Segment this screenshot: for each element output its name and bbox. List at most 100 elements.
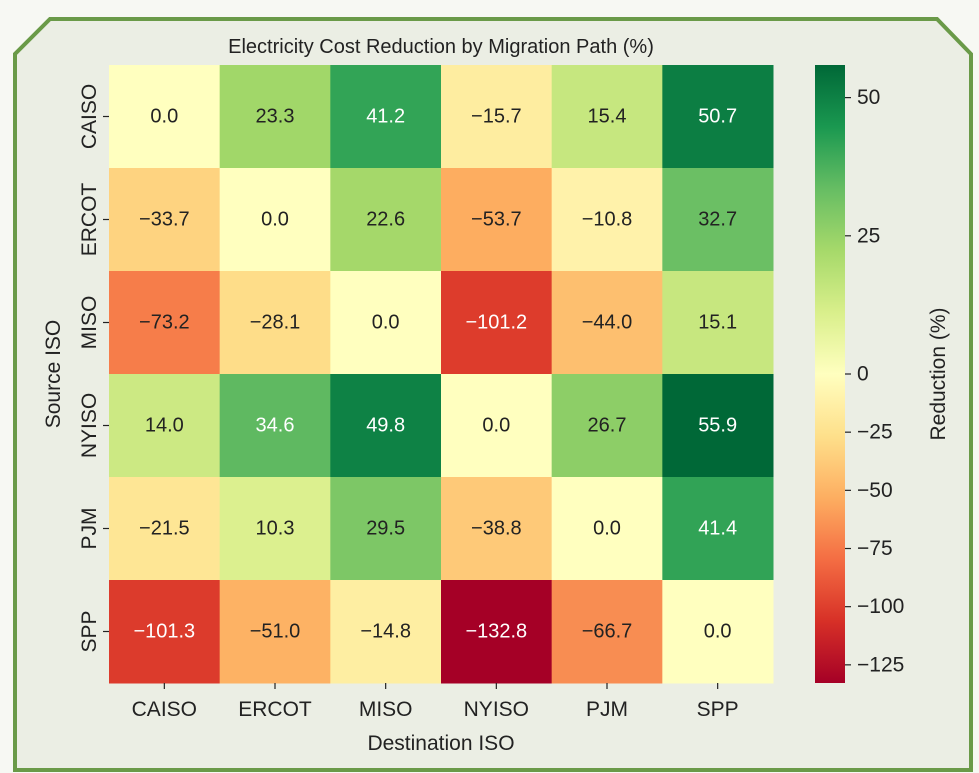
heatmap-cell-rect — [441, 477, 553, 581]
heatmap-cell-rect — [662, 477, 774, 581]
heatmap-cell-rect — [330, 271, 442, 375]
heatmap-cell: 32.7 — [662, 168, 774, 272]
heatmap-cells: 0.0 23.3 41.2 −15.7 15.4 50.7 −33.7 0.0 22.6 −53.… — [109, 65, 774, 684]
x-axis-title: Destination ISO — [367, 732, 514, 755]
heatmap-cell: −66.7 — [551, 580, 663, 684]
cell-value-label: 50.7 — [698, 106, 737, 128]
cell-value-label: 15.4 — [588, 106, 627, 128]
heatmap-cell: 10.3 — [219, 477, 331, 581]
heatmap-cell-rect — [662, 65, 774, 169]
heatmap-cell-rect — [219, 580, 331, 684]
heatmap-cell-rect — [662, 271, 774, 375]
heatmap-cell: 14.0 — [109, 374, 221, 478]
heatmap-cell: −101.3 — [109, 580, 221, 684]
cell-value-label: −53.7 — [471, 209, 522, 231]
heatmap-cell: 15.4 — [551, 65, 663, 169]
heatmap-cell: −44.0 — [551, 271, 663, 375]
heatmap-cell: −33.7 — [109, 168, 221, 272]
cell-value-label: 0.0 — [261, 209, 289, 231]
heatmap-cell: 55.9 — [662, 374, 774, 478]
heatmap-cell-rect — [219, 65, 331, 169]
heatmap-cell: 50.7 — [662, 65, 774, 169]
heatmap-cell-rect — [330, 374, 442, 478]
colorbar — [815, 65, 845, 683]
heatmap-cell: 49.8 — [330, 374, 442, 478]
heatmap-cell-rect — [109, 374, 221, 478]
x-tick-label: SPP — [697, 698, 739, 721]
heatmap-cell-rect — [662, 168, 774, 272]
heatmap-cell: −73.2 — [109, 271, 221, 375]
heatmap-cell: 41.2 — [330, 65, 442, 169]
cell-value-label: 55.9 — [698, 415, 737, 437]
x-tick-label: ERCOT — [238, 698, 312, 721]
heatmap-cell-rect — [662, 374, 774, 478]
cell-value-label: −21.5 — [139, 518, 190, 540]
cell-value-label: −101.2 — [465, 312, 527, 334]
heatmap-cell-rect — [109, 168, 221, 272]
colorbar-tick-label: −25 — [857, 421, 893, 444]
cell-value-label: 0.0 — [372, 312, 400, 334]
cell-value-label: 0.0 — [482, 415, 510, 437]
cell-value-label: 29.5 — [366, 518, 405, 540]
heatmap-cell-rect — [441, 580, 553, 684]
cell-value-label: 0.0 — [150, 106, 178, 128]
heatmap-cell: −14.8 — [330, 580, 442, 684]
y-tick-label: PJM — [78, 508, 101, 550]
cell-value-label: −14.8 — [360, 621, 411, 643]
chart-title: Electricity Cost Reduction by Migration … — [228, 36, 654, 58]
colorbar-tick-label: −125 — [857, 653, 904, 676]
heatmap-cell-rect — [109, 271, 221, 375]
cell-value-label: −33.7 — [139, 209, 190, 231]
heatmap-cell: −10.8 — [551, 168, 663, 272]
heatmap-cell: 0.0 — [551, 477, 663, 581]
heatmap-cell: −132.8 — [441, 580, 553, 684]
heatmap-cell-rect — [551, 580, 663, 684]
heatmap-cell-rect — [219, 271, 331, 375]
x-tick-label: PJM — [586, 698, 628, 721]
heatmap-cell: 41.4 — [662, 477, 774, 581]
cell-value-label: 34.6 — [256, 415, 295, 437]
heatmap-cell-rect — [330, 580, 442, 684]
cell-value-label: −15.7 — [471, 106, 522, 128]
heatmap-cell-rect — [330, 168, 442, 272]
colorbar-tick-label: −75 — [857, 537, 893, 560]
heatmap-cell-rect — [441, 168, 553, 272]
heatmap-cell: −38.8 — [441, 477, 553, 581]
heatmap-cell: −15.7 — [441, 65, 553, 169]
heatmap-cell: −21.5 — [109, 477, 221, 581]
y-axis-ticks: CAISO ERCOT MISO NYISO PJM SPP — [78, 84, 109, 653]
heatmap-cell: −51.0 — [219, 580, 331, 684]
heatmap-cell: 0.0 — [662, 580, 774, 684]
heatmap-cell-rect — [551, 65, 663, 169]
cell-value-label: 15.1 — [698, 312, 737, 334]
cell-value-label: 0.0 — [593, 518, 621, 540]
y-tick-label: CAISO — [78, 84, 101, 149]
y-tick-label: SPP — [78, 610, 101, 652]
heatmap-cell-rect — [219, 168, 331, 272]
heatmap-cell-rect — [219, 477, 331, 581]
cell-value-label: 0.0 — [704, 621, 732, 643]
cell-value-label: −38.8 — [471, 518, 522, 540]
cell-value-label: 41.4 — [698, 518, 737, 540]
heatmap-cell-rect — [441, 271, 553, 375]
heatmap-cell: 34.6 — [219, 374, 331, 478]
colorbar-label: Reduction (%) — [927, 307, 950, 440]
cell-value-label: 26.7 — [588, 415, 627, 437]
heatmap-cell: 0.0 — [109, 65, 221, 169]
cell-value-label: 10.3 — [256, 518, 295, 540]
heatmap-cell-rect — [441, 65, 553, 169]
y-tick-label: MISO — [78, 296, 101, 350]
heatmap-cell-rect — [551, 271, 663, 375]
heatmap-cell-rect — [551, 374, 663, 478]
cell-value-label: 23.3 — [256, 106, 295, 128]
heatmap-cell-rect — [441, 374, 553, 478]
colorbar-tick-label: −100 — [857, 595, 904, 618]
cell-value-label: 32.7 — [698, 209, 737, 231]
heatmap-cell: 0.0 — [330, 271, 442, 375]
heatmap-cell-rect — [109, 65, 221, 169]
cell-value-label: 14.0 — [145, 415, 184, 437]
cell-value-label: −10.8 — [582, 209, 633, 231]
colorbar-tick-label: 50 — [857, 86, 880, 109]
heatmap-cell: 26.7 — [551, 374, 663, 478]
